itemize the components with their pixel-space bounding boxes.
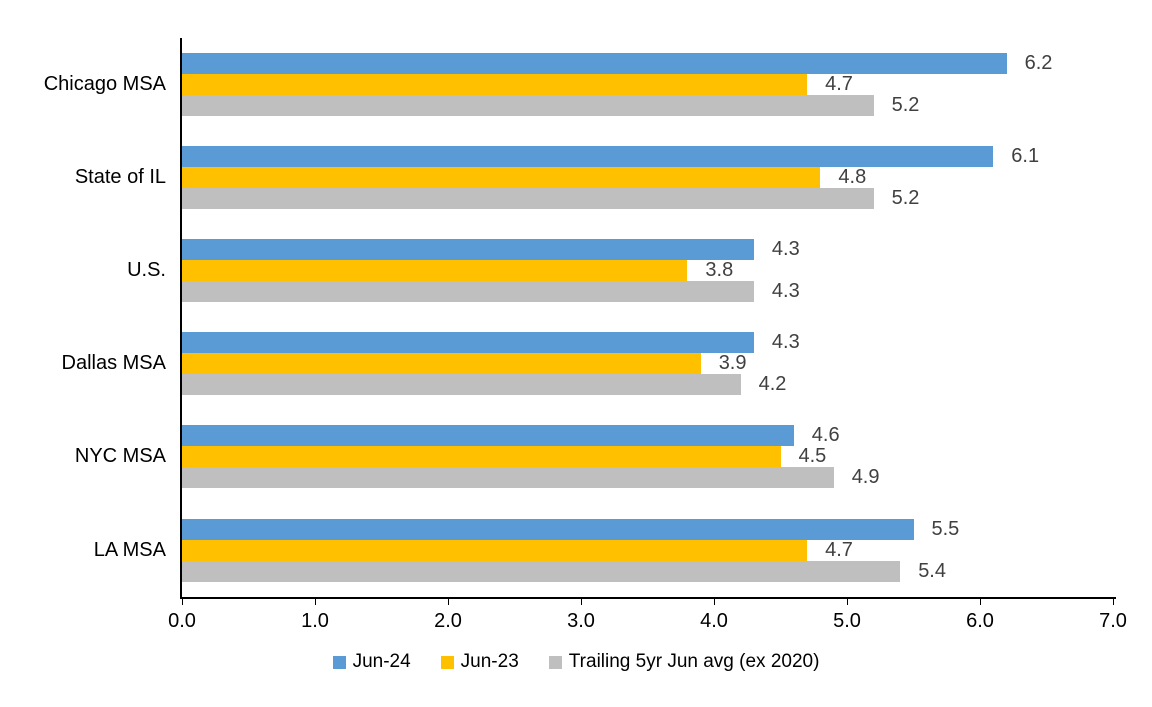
bar-row: 6.1 (182, 145, 1113, 168)
bar-row: 4.9 (182, 466, 1113, 489)
bar-jun-24 (182, 332, 754, 354)
bar-group-0: 6.2 4.7 5.2 (182, 38, 1113, 131)
bar-trailing-5yr-jun-avg-ex-2020- (182, 467, 834, 489)
bar-jun-24 (182, 239, 754, 261)
x-tick-label: 0.0 (168, 610, 196, 632)
x-tick-mark (714, 599, 715, 605)
bar-jun-23 (182, 260, 688, 282)
bar-value-label: 5.5 (931, 517, 960, 540)
x-tick-mark (1113, 599, 1114, 605)
legend-item-trailing-5yr-jun-avg-ex-2020-: Trailing 5yr Jun avg (ex 2020) (548, 651, 820, 673)
bar-group-2: 4.3 3.8 4.3 (182, 224, 1113, 317)
bar-group-3: 4.3 3.9 4.2 (182, 317, 1113, 410)
legend-swatch-icon (332, 655, 346, 669)
bar-value-label: 5.2 (891, 187, 920, 210)
bar-value-label: 4.7 (825, 538, 853, 561)
bar-jun-24 (182, 425, 794, 447)
bar-row: 4.7 (182, 538, 1113, 561)
category-label-dallas-msa: Dallas MSA (61, 352, 166, 375)
x-tick-mark (581, 599, 582, 605)
bar-value-label: 4.2 (758, 373, 787, 396)
y-axis-category-labels: Chicago MSA State of IL U.S. Dallas MSA NYC … (0, 38, 166, 597)
bar-group-4: 4.6 4.5 4.9 (182, 410, 1113, 503)
legend-swatch-icon (548, 655, 562, 669)
bar-row: 4.8 (182, 166, 1113, 189)
bar-value-label: 5.4 (918, 559, 946, 582)
bar-value-label: 4.5 (798, 445, 827, 468)
legend-label: Trailing 5yr Jun avg (ex 2020) (568, 651, 820, 672)
category-label-state-of-il: State of IL (74, 166, 166, 189)
x-axis-ticks: 0.0 1.0 2.0 3.0 4.0 5.0 6.0 7.0 (168, 599, 1127, 639)
bar-row: 4.3 (182, 331, 1113, 354)
bar-jun-24 (182, 146, 994, 168)
bar-row: 4.7 (182, 73, 1113, 96)
bar-jun-23 (182, 74, 808, 96)
x-tick-label: 2.0 (434, 610, 462, 632)
bar-value-label: 4.9 (851, 466, 880, 489)
bar-value-label: 4.3 (771, 238, 800, 261)
x-tick-label: 4.0 (700, 610, 728, 632)
x-tick-mark (448, 599, 449, 605)
bar-row: 5.5 (182, 517, 1113, 540)
bar-group-1: 6.1 4.8 5.2 (182, 131, 1113, 224)
bar-jun-23 (182, 539, 808, 561)
x-tick-label: 7.0 (1099, 610, 1127, 632)
x-tick-mark (847, 599, 848, 605)
plot-area: 6.2 4.7 5.2 6.1 4.8 5.2 4.3 3.8 4.3 4.3 3.9 4.2 4.6 4… (182, 38, 1113, 597)
bar-value-label: 4.3 (771, 280, 800, 303)
bar-row: 6.2 (182, 52, 1113, 75)
y-axis-line (180, 38, 182, 599)
bar-row: 4.5 (182, 445, 1113, 468)
bar-row: 5.2 (182, 187, 1113, 210)
category-label-nyc-msa: NYC MSA (74, 445, 166, 468)
bar-jun-23 (182, 167, 821, 189)
x-tick-label: 1.0 (301, 610, 329, 632)
x-tick-mark (980, 599, 981, 605)
legend-swatch-icon (440, 655, 454, 669)
bar-value-label: 4.7 (825, 73, 853, 96)
x-tick-mark (182, 599, 183, 605)
bar-row: 5.4 (182, 559, 1113, 582)
x-tick-label: 5.0 (833, 610, 861, 632)
bar-value-label: 4.3 (771, 331, 800, 354)
chart-legend: Jun-24 Jun-23 Trailing 5yr Jun avg (ex 202… (0, 651, 1152, 673)
x-axis-line (180, 597, 1116, 599)
bar-trailing-5yr-jun-avg-ex-2020- (182, 560, 901, 582)
category-label-la-msa: LA MSA (93, 538, 166, 561)
bar-row: 4.3 (182, 280, 1113, 303)
bar-row: 5.2 (182, 94, 1113, 117)
bar-jun-24 (182, 53, 1007, 75)
x-tick-label: 3.0 (567, 610, 595, 632)
bar-value-label: 3.8 (705, 259, 734, 282)
bar-jun-23 (182, 446, 781, 468)
legend-item-jun-23: Jun-23 (440, 651, 519, 673)
bar-value-label: 4.6 (811, 424, 840, 447)
x-tick-mark (315, 599, 316, 605)
bar-group-5: 5.5 4.7 5.4 (182, 503, 1113, 596)
x-tick-label: 6.0 (966, 610, 994, 632)
bar-value-label: 6.2 (1024, 52, 1053, 75)
bar-value-label: 5.2 (891, 94, 920, 117)
category-label-u-s-: U.S. (127, 259, 166, 282)
bar-trailing-5yr-jun-avg-ex-2020- (182, 95, 874, 117)
bar-row: 4.2 (182, 373, 1113, 396)
bar-row: 4.6 (182, 424, 1113, 447)
bar-trailing-5yr-jun-avg-ex-2020- (182, 188, 874, 210)
legend-label: Jun-23 (460, 651, 519, 672)
bar-trailing-5yr-jun-avg-ex-2020- (182, 374, 741, 396)
legend-label: Jun-24 (352, 651, 411, 672)
legend-item-jun-24: Jun-24 (332, 651, 411, 673)
bar-row: 3.8 (182, 259, 1113, 282)
bar-trailing-5yr-jun-avg-ex-2020- (182, 281, 754, 303)
bar-jun-23 (182, 353, 701, 375)
category-label-chicago-msa: Chicago MSA (43, 73, 166, 96)
bar-jun-24 (182, 518, 914, 540)
bar-row: 3.9 (182, 352, 1113, 375)
bar-value-label: 4.8 (838, 166, 867, 189)
bar-value-label: 3.9 (718, 352, 747, 375)
bar-value-label: 6.1 (1011, 145, 1040, 168)
bar-row: 4.3 (182, 238, 1113, 261)
